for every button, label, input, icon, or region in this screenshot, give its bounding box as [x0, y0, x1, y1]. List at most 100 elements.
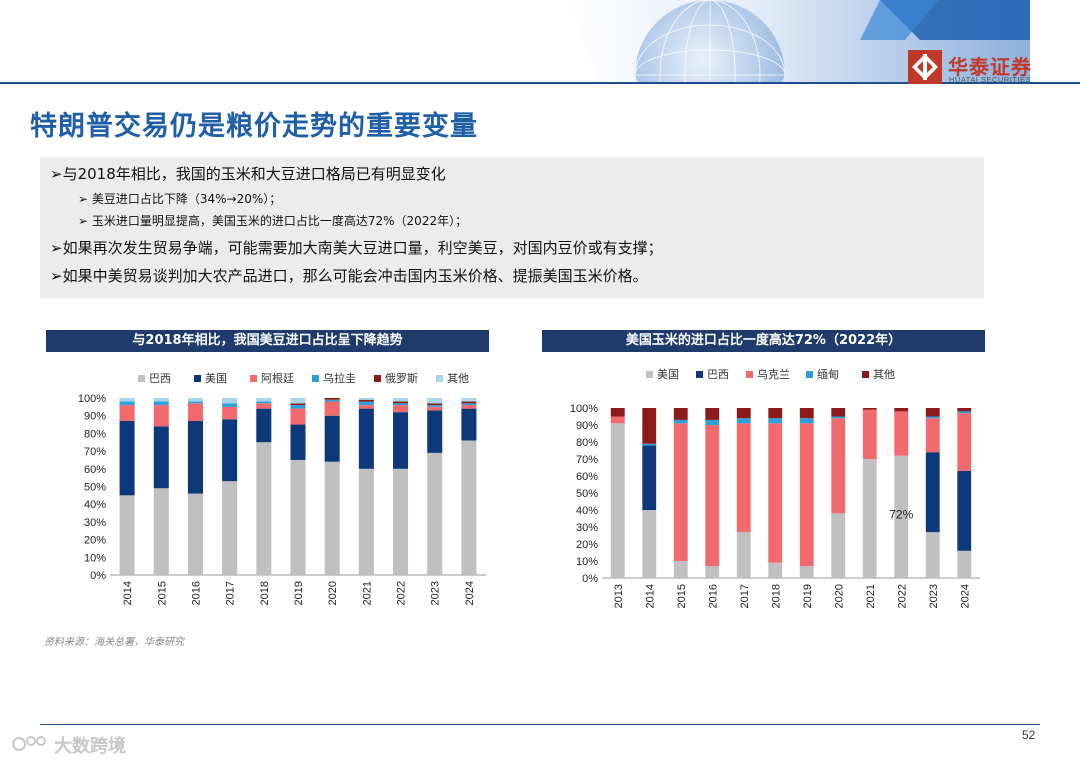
bar-segment — [831, 416, 846, 419]
bar-segment — [799, 408, 814, 419]
bar-segment — [673, 423, 688, 561]
bar-segment — [153, 488, 169, 575]
y-tick-label: 30% — [576, 522, 598, 534]
bar-segment — [290, 405, 306, 409]
y-tick-label: 50% — [84, 482, 106, 494]
y-tick-label: 10% — [84, 552, 106, 564]
bar-segment — [290, 403, 306, 406]
watermark-text: 大数跨境 — [54, 736, 126, 757]
x-tick-label: 2022 — [396, 581, 408, 605]
bar-segment — [894, 455, 909, 578]
bar-segment — [187, 421, 203, 494]
y-tick-label: 80% — [84, 428, 106, 440]
legend-swatch — [746, 371, 753, 378]
bar-segment — [957, 550, 972, 578]
bar-segment — [705, 425, 720, 567]
bar-segment — [358, 408, 374, 469]
bar-segment — [610, 416, 625, 424]
bar-segment — [324, 401, 340, 416]
bar-segment — [187, 401, 203, 404]
bar-segment — [673, 561, 688, 578]
y-tick-label: 0% — [582, 573, 598, 585]
bar-segment — [393, 398, 409, 402]
bar-segment — [673, 408, 688, 420]
page-title: 特朗普交易仍是粮价走势的重要变量 — [30, 111, 478, 142]
legend-swatch — [436, 375, 443, 382]
x-tick-label: 2013 — [613, 584, 625, 608]
legend-swatch — [194, 375, 201, 382]
bar-segment — [222, 398, 238, 404]
bar-segment — [705, 566, 720, 578]
y-tick-label: 100% — [570, 403, 598, 415]
bar-segment — [119, 495, 135, 575]
bar-segment — [461, 401, 477, 404]
y-tick-label: 80% — [576, 437, 598, 449]
x-tick-label: 2022 — [896, 584, 908, 608]
bar-segment — [957, 408, 972, 412]
watermark-logo-icon — [12, 736, 46, 751]
bar-segment — [393, 412, 409, 469]
globe-graphic — [567, 0, 1030, 84]
x-tick-label: 2018 — [259, 581, 271, 605]
source-note: 资料来源：海关总署，华泰研究 — [44, 637, 184, 648]
legend-label: 阿根廷 — [261, 371, 294, 385]
x-tick-label: 2023 — [430, 581, 442, 605]
bar-segment — [610, 408, 625, 417]
x-tick-label: 2021 — [865, 584, 877, 608]
bar-segment — [736, 423, 751, 533]
chart-1-title: 与2018年相比，我国美豆进口占比呈下降趋势 — [46, 330, 489, 352]
bar-segment — [831, 408, 846, 417]
bar-segment — [427, 410, 443, 453]
bar-segment — [427, 403, 443, 406]
bar-segment — [358, 468, 374, 575]
x-tick-label: 2015 — [676, 584, 688, 608]
bar-segment — [256, 398, 272, 402]
chart-corn-import-share: 美国 巴西 乌克兰 缅甸 其他 0% 10% 20% 30% 40% 50% 60% 70% 80% 90%… — [570, 367, 980, 608]
legend-swatch — [250, 375, 257, 382]
x-tick-label: 2018 — [770, 584, 782, 608]
bar-segment — [222, 406, 238, 420]
bar-segment — [642, 445, 657, 510]
y-tick-label: 100% — [78, 393, 106, 405]
x-tick-label: 2016 — [190, 581, 202, 605]
bar-segment — [290, 398, 306, 404]
bar-segment — [187, 398, 203, 402]
bar-segment — [153, 398, 169, 402]
y-tick-label: 30% — [84, 517, 106, 529]
legend-swatch — [374, 375, 381, 382]
bar-segment — [799, 418, 814, 424]
bar-segment — [393, 405, 409, 413]
y-tick-label: 90% — [576, 420, 598, 432]
bar-segment — [119, 401, 135, 406]
y-tick-label: 0% — [90, 570, 106, 582]
y-tick-label: 60% — [576, 471, 598, 483]
bar-segment — [427, 405, 443, 407]
bar-segment — [427, 452, 443, 575]
bar-segment — [119, 421, 135, 496]
bar-segment — [894, 411, 909, 456]
footer-rule — [40, 724, 1040, 725]
header-band — [0, 0, 1080, 84]
bar-segment — [610, 423, 625, 578]
bar-segment — [862, 409, 877, 459]
bar-segment — [642, 443, 657, 446]
bar-segment — [324, 415, 340, 462]
bar-segment — [642, 510, 657, 578]
bar-segment — [461, 440, 477, 575]
bar-segment — [393, 401, 409, 404]
bar-segment — [358, 401, 374, 406]
y-tick-label: 20% — [576, 539, 598, 551]
y-tick-label: 40% — [576, 505, 598, 517]
bar-segment — [427, 406, 443, 411]
legend-swatch — [862, 371, 869, 378]
bar-segment — [925, 452, 940, 533]
bullet-item: ➢如果中美贸易谈判加大农产品进口，那么可能会冲击国内玉米价格、提振美国玉米价格。 — [50, 267, 648, 285]
legend-label: 俄罗斯 — [385, 372, 418, 385]
legend-label: 乌拉圭 — [323, 371, 356, 385]
bar-segment — [358, 405, 374, 409]
y-tick-label: 70% — [84, 446, 106, 458]
bar-segment — [799, 566, 814, 578]
bar-segment — [256, 403, 272, 409]
y-tick-label: 20% — [84, 535, 106, 547]
x-tick-label: 2024 — [959, 584, 971, 608]
